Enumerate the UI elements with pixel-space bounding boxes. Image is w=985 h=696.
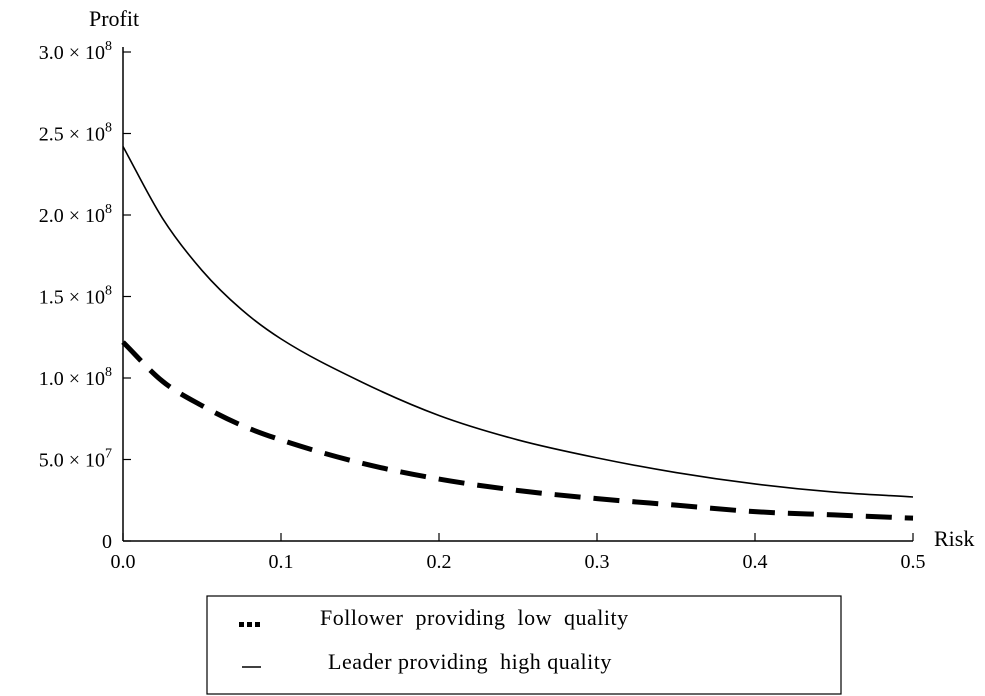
x-tick-label: 0.5	[901, 551, 926, 573]
y-tick-exponent: 8	[105, 39, 112, 54]
chart-axes	[122, 47, 913, 542]
y-tick-label: 5.0 × 107	[39, 447, 112, 472]
y-tick-mantissa: 2.0 × 10	[39, 205, 105, 227]
legend: Follower providing low quality Leader pr…	[206, 595, 842, 695]
y-tick-label: 1.5 × 108	[39, 284, 112, 309]
y-tick-exponent: 8	[105, 121, 112, 136]
y-tick-mantissa: 0	[102, 531, 112, 553]
series-line-leader	[122, 146, 914, 498]
legend-swatch-follower	[239, 622, 260, 627]
y-tick-exponent: 8	[105, 284, 112, 299]
x-tick-label: 0.1	[269, 551, 294, 573]
y-tick-exponent: 8	[105, 202, 112, 217]
x-tick-label: 0.3	[585, 551, 610, 573]
y-tick-label: 2.0 × 108	[39, 202, 112, 227]
y-tick-mantissa: 5.0 × 10	[39, 450, 105, 472]
y-tick-label: 0	[102, 531, 112, 553]
y-tick-mantissa: 3.0 × 10	[39, 42, 105, 64]
series-line-follower	[121, 340, 914, 521]
y-tick-exponent: 8	[105, 365, 112, 380]
legend-label-leader: Leader providing high quality	[328, 649, 612, 674]
x-tick-label: 0.2	[427, 551, 452, 573]
y-tick-label: 2.5 × 108	[39, 121, 112, 146]
y-tick-mantissa: 1.0 × 10	[39, 368, 105, 390]
legend-dash-mark	[255, 622, 260, 627]
legend-dash-mark	[239, 622, 244, 627]
series-layer	[121, 146, 914, 521]
x-axis-ticks: 0.0 0.1 0.2 0.3 0.4 0.5	[111, 533, 926, 573]
x-tick-label: 0.0	[111, 551, 136, 573]
y-tick-exponent: 7	[105, 447, 112, 462]
y-tick-label: 1.0 × 108	[39, 365, 112, 390]
legend-dash-mark	[247, 622, 252, 627]
x-axis-title: Risk	[934, 526, 974, 551]
y-tick-mantissa: 2.5 × 10	[39, 124, 105, 146]
y-tick-label: 3.0 × 108	[39, 39, 112, 64]
x-tick-label: 0.4	[743, 551, 768, 573]
y-axis-title: Profit	[89, 6, 139, 31]
y-tick-mantissa: 1.5 × 10	[39, 287, 105, 309]
legend-label-follower: Follower providing low quality	[320, 605, 629, 630]
legend-box	[206, 595, 842, 695]
